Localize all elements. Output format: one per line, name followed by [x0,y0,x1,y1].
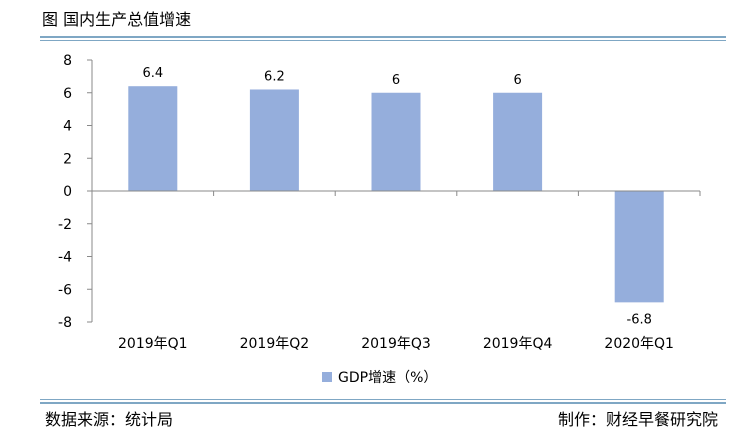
legend-swatch [322,372,332,382]
bar [249,89,299,191]
bar [614,191,664,303]
y-tick-label: 0 [63,184,72,200]
source-note: 数据来源：统计局 [45,410,174,429]
bar [371,92,421,191]
legend: GDP增速（%） [322,369,437,387]
bottom-rule-thick [40,402,726,404]
data-label: 6 [392,73,400,88]
data-label: 6 [513,73,521,88]
bars [128,86,664,303]
y-axis-ticks: 8 6 4 2 0 -2 -4 -6 -8 [58,53,92,331]
category-label: 2019年Q1 [118,336,188,352]
data-labels: 6.4 6.2 6 6 -6.8 [142,66,651,327]
category-label: 2020年Q1 [604,336,674,352]
figure-title: 图 国内生产总值增速 [42,10,192,29]
top-rule-thick [40,36,726,38]
credit-note: 制作：财经早餐研究院 [557,410,718,429]
y-tick-label: 8 [63,53,72,69]
y-tick-label: 4 [63,119,72,135]
y-tick-label: -6 [58,282,72,298]
category-label: 2019年Q4 [483,336,553,352]
data-label: 6.2 [264,69,285,84]
category-label: 2019年Q3 [361,336,431,352]
top-rule-thin [40,40,726,41]
bar [493,92,543,191]
y-tick-label: 2 [63,151,72,167]
y-tick-label: -8 [58,315,72,331]
data-label: 6.4 [142,66,163,81]
y-tick-label: -2 [58,217,72,233]
axes [91,60,701,322]
legend-label: GDP增速（%） [338,370,438,386]
x-axis-categories: 2019年Q1 2019年Q2 2019年Q3 2019年Q4 2020年Q1 [118,336,674,352]
category-label: 2019年Q2 [240,336,310,352]
data-label: -6.8 [627,312,652,327]
y-tick-label: -4 [58,250,72,266]
bottom-rule-thin [40,399,726,400]
y-tick-label: 6 [63,86,72,102]
bar [128,86,178,191]
